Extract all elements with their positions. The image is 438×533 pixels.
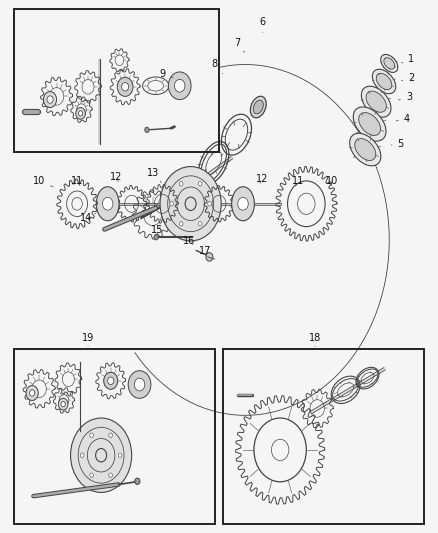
Circle shape	[109, 433, 113, 438]
Ellipse shape	[232, 187, 254, 221]
Circle shape	[198, 222, 202, 226]
Text: 9: 9	[159, 69, 173, 79]
Text: 7: 7	[235, 38, 244, 52]
Text: 4: 4	[396, 114, 410, 124]
Text: 11: 11	[71, 176, 83, 187]
Ellipse shape	[366, 91, 386, 112]
Text: 10: 10	[33, 176, 53, 187]
Circle shape	[78, 111, 83, 116]
Circle shape	[174, 79, 185, 92]
Text: 13: 13	[147, 168, 161, 182]
Circle shape	[43, 92, 57, 108]
Circle shape	[80, 453, 84, 457]
Circle shape	[29, 390, 35, 396]
Circle shape	[179, 222, 183, 226]
Circle shape	[154, 235, 158, 240]
Ellipse shape	[96, 187, 119, 221]
Text: 18: 18	[309, 333, 321, 346]
Ellipse shape	[350, 133, 381, 166]
Text: 10: 10	[326, 176, 339, 187]
Text: 12: 12	[256, 174, 268, 184]
Text: 2: 2	[402, 73, 414, 83]
Circle shape	[76, 108, 85, 119]
Text: 3: 3	[399, 92, 412, 102]
Circle shape	[61, 401, 65, 407]
Ellipse shape	[376, 74, 392, 90]
Circle shape	[26, 385, 38, 400]
Ellipse shape	[384, 58, 395, 69]
Circle shape	[58, 398, 68, 410]
Circle shape	[108, 377, 114, 384]
Circle shape	[168, 72, 191, 100]
Text: 17: 17	[199, 246, 211, 255]
Text: 14: 14	[80, 213, 96, 223]
Text: 16: 16	[183, 236, 195, 246]
Circle shape	[109, 473, 113, 478]
Ellipse shape	[372, 69, 396, 94]
Circle shape	[128, 370, 151, 398]
Circle shape	[170, 201, 173, 206]
Circle shape	[90, 433, 93, 438]
Text: 11: 11	[292, 176, 304, 187]
Circle shape	[122, 83, 129, 91]
Text: 15: 15	[151, 225, 163, 236]
Circle shape	[134, 378, 145, 391]
Ellipse shape	[355, 139, 376, 160]
Circle shape	[117, 77, 133, 96]
Circle shape	[145, 127, 149, 133]
Ellipse shape	[353, 107, 386, 141]
Circle shape	[102, 197, 113, 210]
Circle shape	[118, 453, 122, 457]
Ellipse shape	[361, 86, 391, 117]
Circle shape	[179, 182, 183, 186]
Text: 19: 19	[82, 333, 94, 346]
Circle shape	[104, 372, 118, 389]
Circle shape	[90, 473, 93, 478]
Text: 8: 8	[212, 60, 223, 74]
Text: 6: 6	[260, 17, 266, 33]
Text: 12: 12	[110, 172, 123, 182]
Text: 5: 5	[391, 139, 404, 149]
Ellipse shape	[253, 100, 263, 114]
Circle shape	[198, 182, 202, 186]
Circle shape	[160, 166, 221, 241]
Circle shape	[238, 197, 248, 210]
Circle shape	[71, 418, 132, 492]
Ellipse shape	[381, 54, 398, 72]
Ellipse shape	[251, 96, 266, 118]
Ellipse shape	[359, 112, 381, 135]
Circle shape	[208, 201, 212, 206]
Text: 1: 1	[402, 54, 414, 64]
Circle shape	[47, 96, 53, 103]
Circle shape	[135, 478, 140, 484]
Circle shape	[206, 253, 213, 261]
